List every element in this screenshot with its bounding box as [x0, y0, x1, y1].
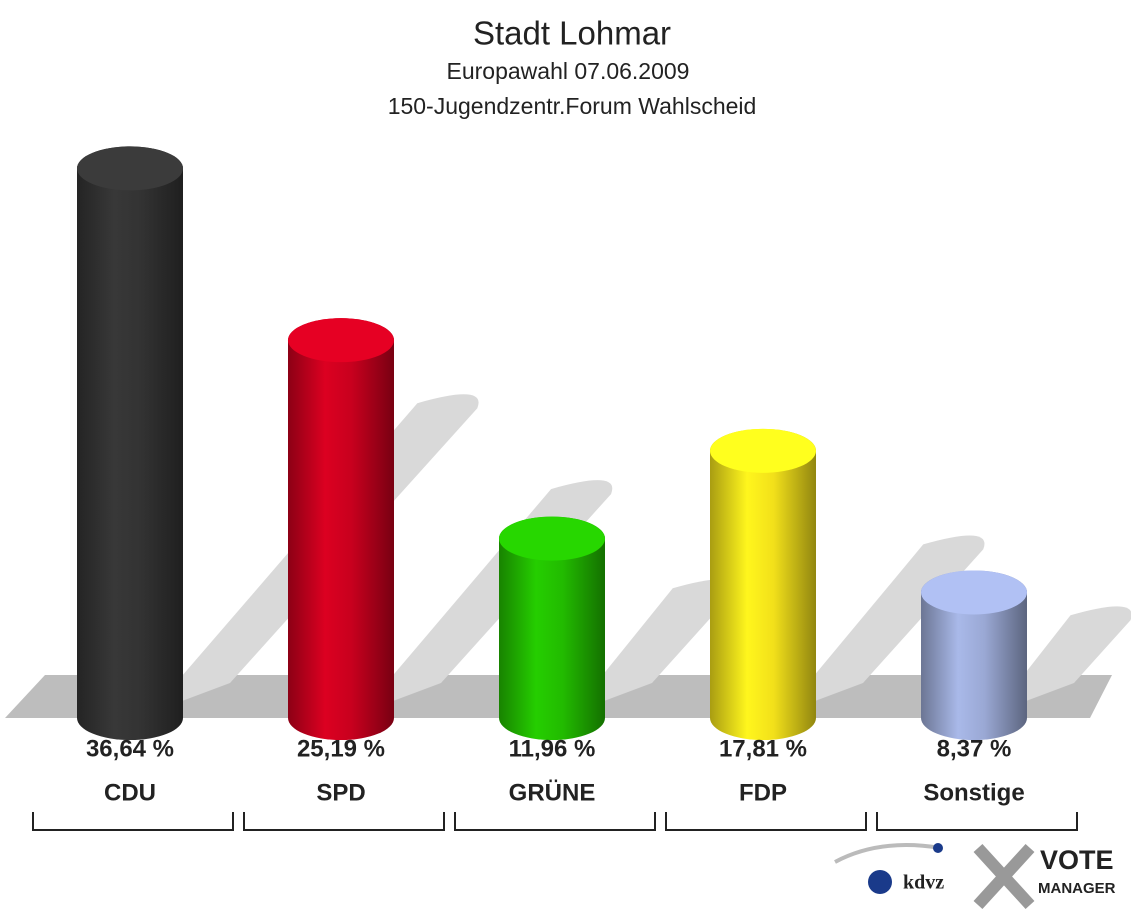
value-label: 17,81 %: [719, 735, 807, 762]
logo-text: VOTE: [1040, 845, 1114, 875]
logo-dot: [868, 870, 892, 894]
bar: [288, 318, 394, 740]
value-label: 36,64 %: [86, 735, 174, 762]
value-label: 11,96 %: [509, 735, 596, 762]
bracket: [876, 812, 1078, 831]
bar-cap: [710, 428, 816, 473]
logo: kdvz VOTE MANAGER: [834, 843, 1116, 910]
x-tick-label: GRÜNE: [509, 779, 596, 806]
bar-cap: [921, 570, 1027, 615]
bar-cap: [288, 318, 394, 363]
chart-title: Stadt Lohmar: [473, 15, 671, 52]
bracket: [243, 812, 445, 831]
bar-shadow: [572, 579, 734, 713]
x-tick-label: FDP: [739, 779, 787, 806]
bracket: [32, 812, 234, 831]
x-tick-label: SPD: [316, 779, 365, 806]
bracket: [665, 812, 867, 831]
bracket: [454, 812, 656, 831]
bar: [921, 570, 1027, 740]
bar-cap: [499, 516, 605, 561]
chart-subtitle: Europawahl 07.06.2009: [447, 58, 690, 84]
bars: [77, 146, 1027, 740]
logo-text: kdvz: [903, 872, 944, 894]
bar: [77, 146, 183, 740]
bar: [499, 516, 605, 740]
bar-cap: [77, 146, 183, 191]
bar: [710, 428, 816, 740]
value-label: 25,19 %: [297, 735, 385, 762]
logo-text: MANAGER: [1038, 880, 1116, 897]
logo-x: [973, 843, 1035, 910]
value-label: 8,37 %: [937, 735, 1012, 762]
x-tick-label: CDU: [104, 779, 156, 806]
bar-shadow: [994, 606, 1131, 713]
x-tick-label: Sonstige: [923, 779, 1024, 806]
logo-swoosh: [834, 843, 941, 864]
logo-dot: [933, 843, 943, 853]
chart-subtitle: 150-Jugendzentr.Forum Wahlscheid: [388, 93, 757, 119]
